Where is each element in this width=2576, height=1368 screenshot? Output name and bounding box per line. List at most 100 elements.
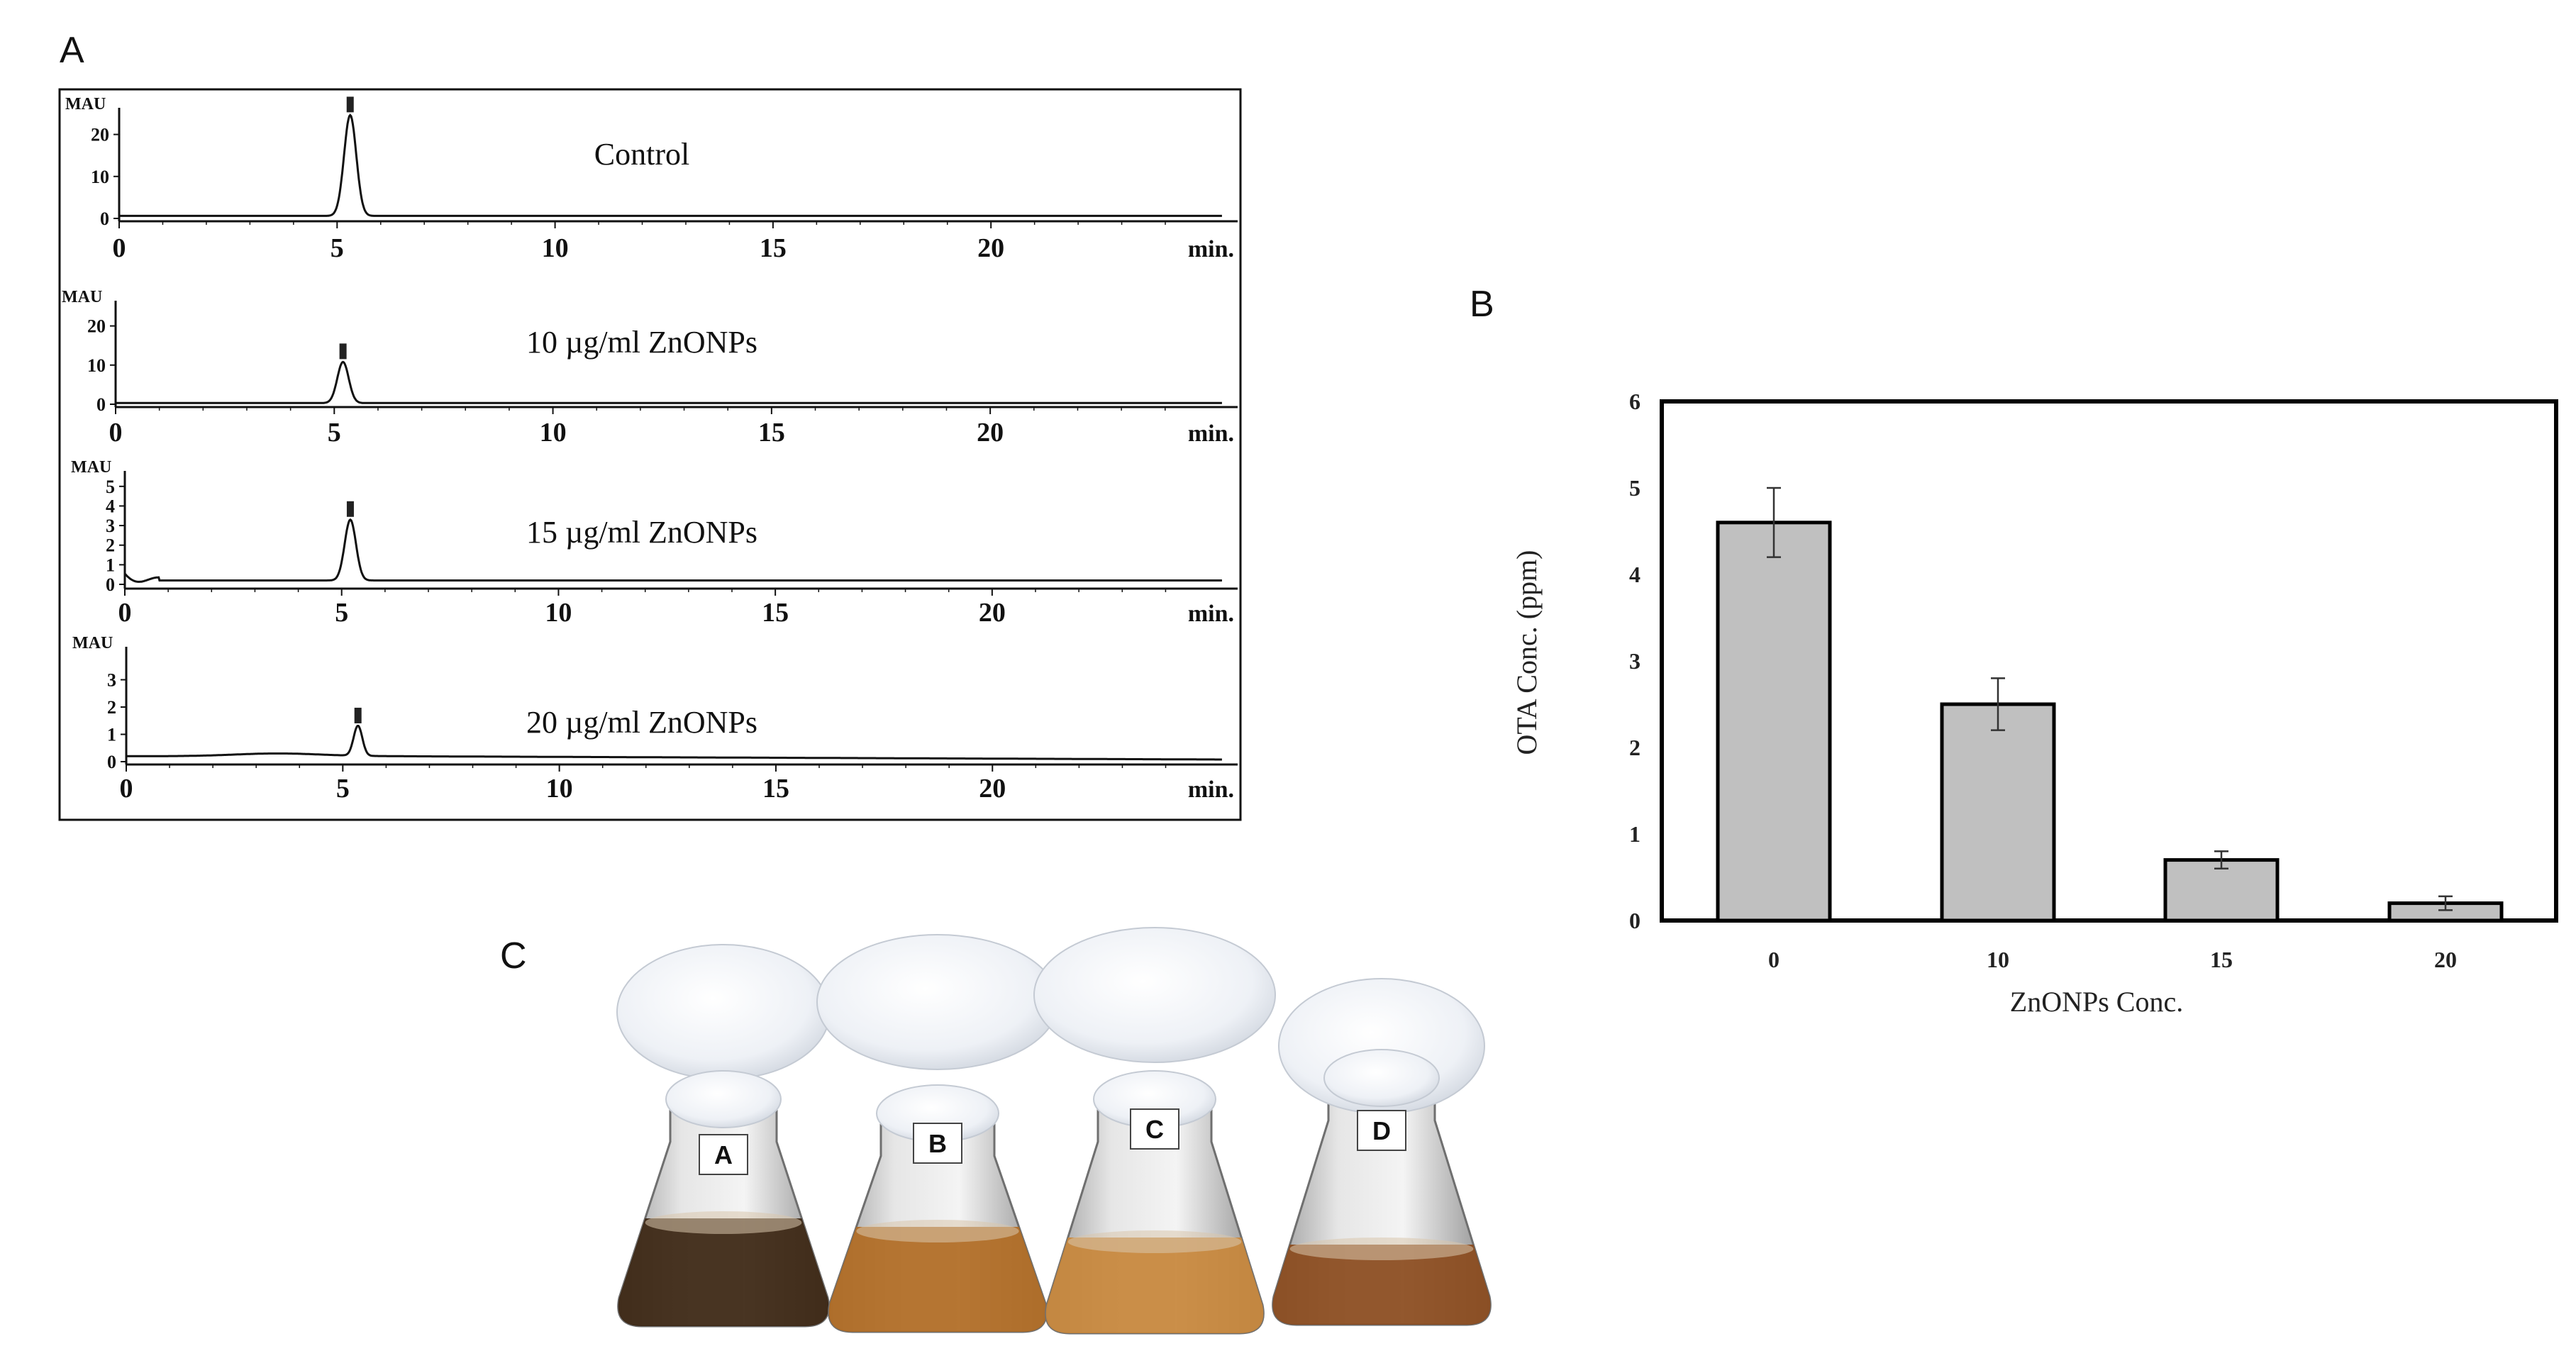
y-tick-label: 20 bbox=[91, 125, 109, 145]
x-tick-label: 10 bbox=[546, 774, 573, 803]
trace-label: 20 µg/ml ZnONPs bbox=[526, 705, 757, 740]
trace-line bbox=[126, 725, 1222, 761]
trace-label: Control bbox=[594, 137, 689, 172]
x-tick-label: 0 bbox=[120, 774, 133, 803]
y-tick-label: 3 bbox=[106, 516, 115, 536]
trace-line bbox=[116, 360, 1222, 404]
x-tick-label: 0 bbox=[109, 418, 123, 447]
flask-label-box bbox=[1357, 1110, 1406, 1151]
x-tick-label: 20 bbox=[977, 418, 1004, 447]
mycelium-mat bbox=[645, 1211, 802, 1234]
y-tick-label: 3 bbox=[107, 670, 116, 691]
flask-label-box bbox=[699, 1134, 748, 1175]
x-tick-label: 20 bbox=[979, 598, 1006, 628]
peak-marker bbox=[339, 343, 347, 360]
peak-marker bbox=[346, 96, 354, 113]
bar bbox=[1716, 521, 1832, 923]
x-tick-label: 5 bbox=[335, 598, 348, 628]
peak-marker bbox=[354, 707, 362, 723]
y-tick-label: 0 bbox=[107, 752, 116, 772]
mycelium-mat bbox=[1289, 1238, 1474, 1260]
x-tick-label: 20 bbox=[977, 233, 1004, 263]
x-tick-label: 5 bbox=[328, 418, 341, 447]
x-axis-unit: min. bbox=[1188, 601, 1234, 627]
x-axis-unit: min. bbox=[1188, 777, 1234, 803]
y-tick-label: 0 bbox=[106, 574, 115, 595]
x-tick-label: 15 bbox=[2210, 947, 2233, 972]
y-tick-label: 5 bbox=[1629, 475, 1640, 501]
panel-label-b: B bbox=[1470, 284, 1494, 325]
cotton-plug bbox=[816, 934, 1059, 1070]
trace-label: 15 µg/ml ZnONPs bbox=[526, 515, 757, 550]
x-tick-label: 0 bbox=[113, 233, 126, 263]
bar-chart-x-axis-title: ZnONPs Conc. bbox=[2010, 986, 2183, 1018]
y-tick-label: 3 bbox=[1629, 648, 1640, 674]
x-tick-label: 15 bbox=[762, 774, 789, 803]
x-tick-label: 5 bbox=[331, 233, 344, 263]
flask-photo: A B C D bbox=[616, 927, 1492, 1335]
x-axis-unit: min. bbox=[1188, 421, 1234, 447]
y-tick-label: 20 bbox=[87, 316, 106, 337]
flask-c: C bbox=[1033, 927, 1276, 1335]
y-tick-label: 1 bbox=[1629, 821, 1640, 847]
y-tick-label: 1 bbox=[106, 555, 115, 575]
flask-label-box bbox=[1130, 1108, 1179, 1150]
mycelium-mat bbox=[1067, 1230, 1242, 1253]
cotton-plug-neck bbox=[1323, 1049, 1440, 1107]
y-axis-unit: MAU bbox=[71, 458, 111, 477]
bar bbox=[1940, 702, 2056, 923]
y-tick-label: 2 bbox=[106, 535, 115, 556]
x-tick-label: 0 bbox=[118, 598, 132, 628]
y-tick-label: 0 bbox=[100, 208, 109, 229]
flask-d: D bbox=[1272, 978, 1492, 1326]
flask-liquid bbox=[828, 1227, 1047, 1332]
x-tick-label: 15 bbox=[758, 418, 785, 447]
cotton-plug-neck bbox=[665, 1070, 782, 1128]
chromatogram-1: MAU 0 10 20 0 5 10 15 20 min. Control bbox=[65, 95, 1238, 263]
flask-a: A bbox=[616, 944, 831, 1328]
flask-label: C bbox=[1145, 1115, 1164, 1144]
x-tick-label: 20 bbox=[979, 774, 1006, 803]
trace-line bbox=[119, 113, 1222, 217]
y-tick-label: 10 bbox=[87, 355, 106, 376]
y-axis-unit: MAU bbox=[62, 288, 102, 306]
y-axis-unit: MAU bbox=[72, 634, 113, 652]
trace-line bbox=[123, 518, 1222, 583]
x-tick-label: 10 bbox=[540, 418, 567, 447]
x-tick-label: 15 bbox=[760, 233, 787, 263]
x-axis-unit: min. bbox=[1188, 236, 1234, 262]
y-axis-unit: MAU bbox=[65, 95, 106, 113]
chromatogram-frame bbox=[58, 88, 1242, 821]
y-tick-label: 2 bbox=[107, 697, 116, 718]
panel-label-c: C bbox=[500, 935, 527, 977]
y-tick-label: 4 bbox=[1629, 562, 1640, 587]
flask-b: B bbox=[816, 934, 1059, 1333]
mycelium-mat bbox=[856, 1220, 1019, 1242]
x-tick-label: 10 bbox=[542, 233, 569, 263]
y-tick-label: 6 bbox=[1629, 389, 1640, 414]
y-tick-label: 5 bbox=[106, 477, 115, 497]
flask-liquid bbox=[1272, 1245, 1491, 1325]
flask-liquid bbox=[618, 1218, 829, 1326]
y-tick-label: 4 bbox=[106, 496, 115, 516]
flask-label: B bbox=[928, 1129, 947, 1158]
peak-marker bbox=[346, 501, 354, 517]
cotton-plug bbox=[616, 944, 831, 1080]
y-tick-label: 0 bbox=[1629, 908, 1640, 933]
x-tick-label: 20 bbox=[2434, 947, 2457, 972]
flask-label: D bbox=[1372, 1116, 1391, 1145]
chromatogram-2: MAU 0 10 20 0 5 10 15 20 min. 10 µg/ml ZnONPs bbox=[62, 288, 1238, 447]
y-tick-label: 0 bbox=[96, 394, 106, 415]
y-tick-label: 2 bbox=[1629, 735, 1640, 760]
y-tick-label: 10 bbox=[91, 167, 109, 187]
cotton-plug bbox=[1033, 927, 1276, 1063]
chromatogram-4: MAU 0 1 2 3 0 5 10 15 20 min. 20 µg/ml ZnONPs bbox=[72, 634, 1238, 803]
x-tick-label: 10 bbox=[545, 598, 572, 628]
x-tick-label: 0 bbox=[1768, 947, 1780, 972]
flask-label-box bbox=[913, 1123, 962, 1164]
flask-label: A bbox=[714, 1140, 733, 1169]
trace-label: 10 µg/ml ZnONPs bbox=[526, 325, 757, 360]
